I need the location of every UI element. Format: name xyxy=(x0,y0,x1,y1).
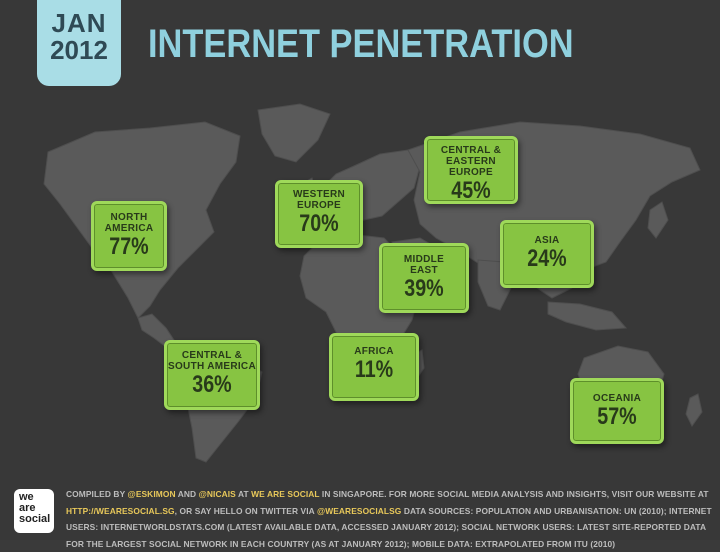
footer-link-eskimon[interactable]: @ESKIMON xyxy=(127,489,176,499)
date-month: JAN xyxy=(51,8,107,38)
footer-credits: COMPILED BY @ESKIMON AND @NICAIS AT WE A… xyxy=(66,486,716,552)
region-label: OCEANIA xyxy=(592,393,642,404)
logo-line: social xyxy=(19,513,51,525)
region-value: 39% xyxy=(404,275,444,302)
greenland-shape xyxy=(257,103,331,163)
footer-link-we-are-social[interactable]: WE ARE SOCIAL xyxy=(251,489,320,499)
date-tab: JAN 2012 xyxy=(37,0,121,86)
date-year: 2012 xyxy=(50,35,108,65)
region-label: ASIA xyxy=(534,235,560,246)
footer-text-part: COMPILED BY xyxy=(66,489,128,499)
region-value: 11% xyxy=(354,356,394,383)
region-box-middle-east: MIDDLE EAST 39% xyxy=(379,243,469,313)
new-zealand-shape xyxy=(685,393,703,427)
region-box-asia: ASIA 24% xyxy=(500,220,594,288)
region-box-central-eastern-europe: CENTRAL & EASTERN EUROPE 45% xyxy=(424,136,518,204)
slide: JAN 2012 INTERNET PENETRATION xyxy=(14,0,712,549)
logo-line: are xyxy=(19,502,36,514)
region-label: MIDDLE EAST xyxy=(403,254,445,276)
we-are-social-logo: we are social xyxy=(14,489,54,533)
region-value: 45% xyxy=(451,177,491,204)
region-box-north-america: NORTH AMERICA 77% xyxy=(91,201,167,271)
page-title: INTERNET PENETRATION xyxy=(148,22,574,66)
region-box-oceania: OCEANIA 57% xyxy=(570,378,664,444)
footer-text-part: AND xyxy=(175,489,199,499)
region-box-central-south-america: CENTRAL & SOUTH AMERICA 36% xyxy=(164,340,260,410)
region-value: 24% xyxy=(527,245,567,272)
logo-line: we xyxy=(19,491,34,503)
region-box-africa: AFRICA 11% xyxy=(329,333,419,401)
region-label: CENTRAL & SOUTH AMERICA xyxy=(168,350,256,372)
footer-text-part: AT xyxy=(235,489,252,499)
region-value: 70% xyxy=(299,210,339,237)
region-label: NORTH AMERICA xyxy=(104,212,154,234)
region-value: 77% xyxy=(109,233,149,260)
footer-link-twitter[interactable]: @WEARESOCIALSG xyxy=(316,505,402,516)
sea-islands-shape xyxy=(547,301,628,331)
region-box-western-europe: WESTERN EUROPE 70% xyxy=(275,180,363,248)
region-value: 36% xyxy=(192,371,232,398)
footer-text-part: IN SINGAPORE. FOR MORE SOCIAL MEDIA ANAL… xyxy=(319,489,709,499)
region-label: CENTRAL & EASTERN EUROPE xyxy=(440,145,502,178)
region-label: AFRICA xyxy=(354,346,394,357)
region-label: WESTERN EUROPE xyxy=(292,189,346,211)
footer-link-nicais[interactable]: @NICAIS xyxy=(198,489,236,499)
footer-text-part: , OR SAY HELLO ON TWITTER VIA xyxy=(174,505,317,516)
japan-shape xyxy=(647,201,669,239)
footer-link-website[interactable]: HTTP://WEARESOCIAL.SG xyxy=(66,505,175,516)
region-value: 57% xyxy=(597,403,637,430)
